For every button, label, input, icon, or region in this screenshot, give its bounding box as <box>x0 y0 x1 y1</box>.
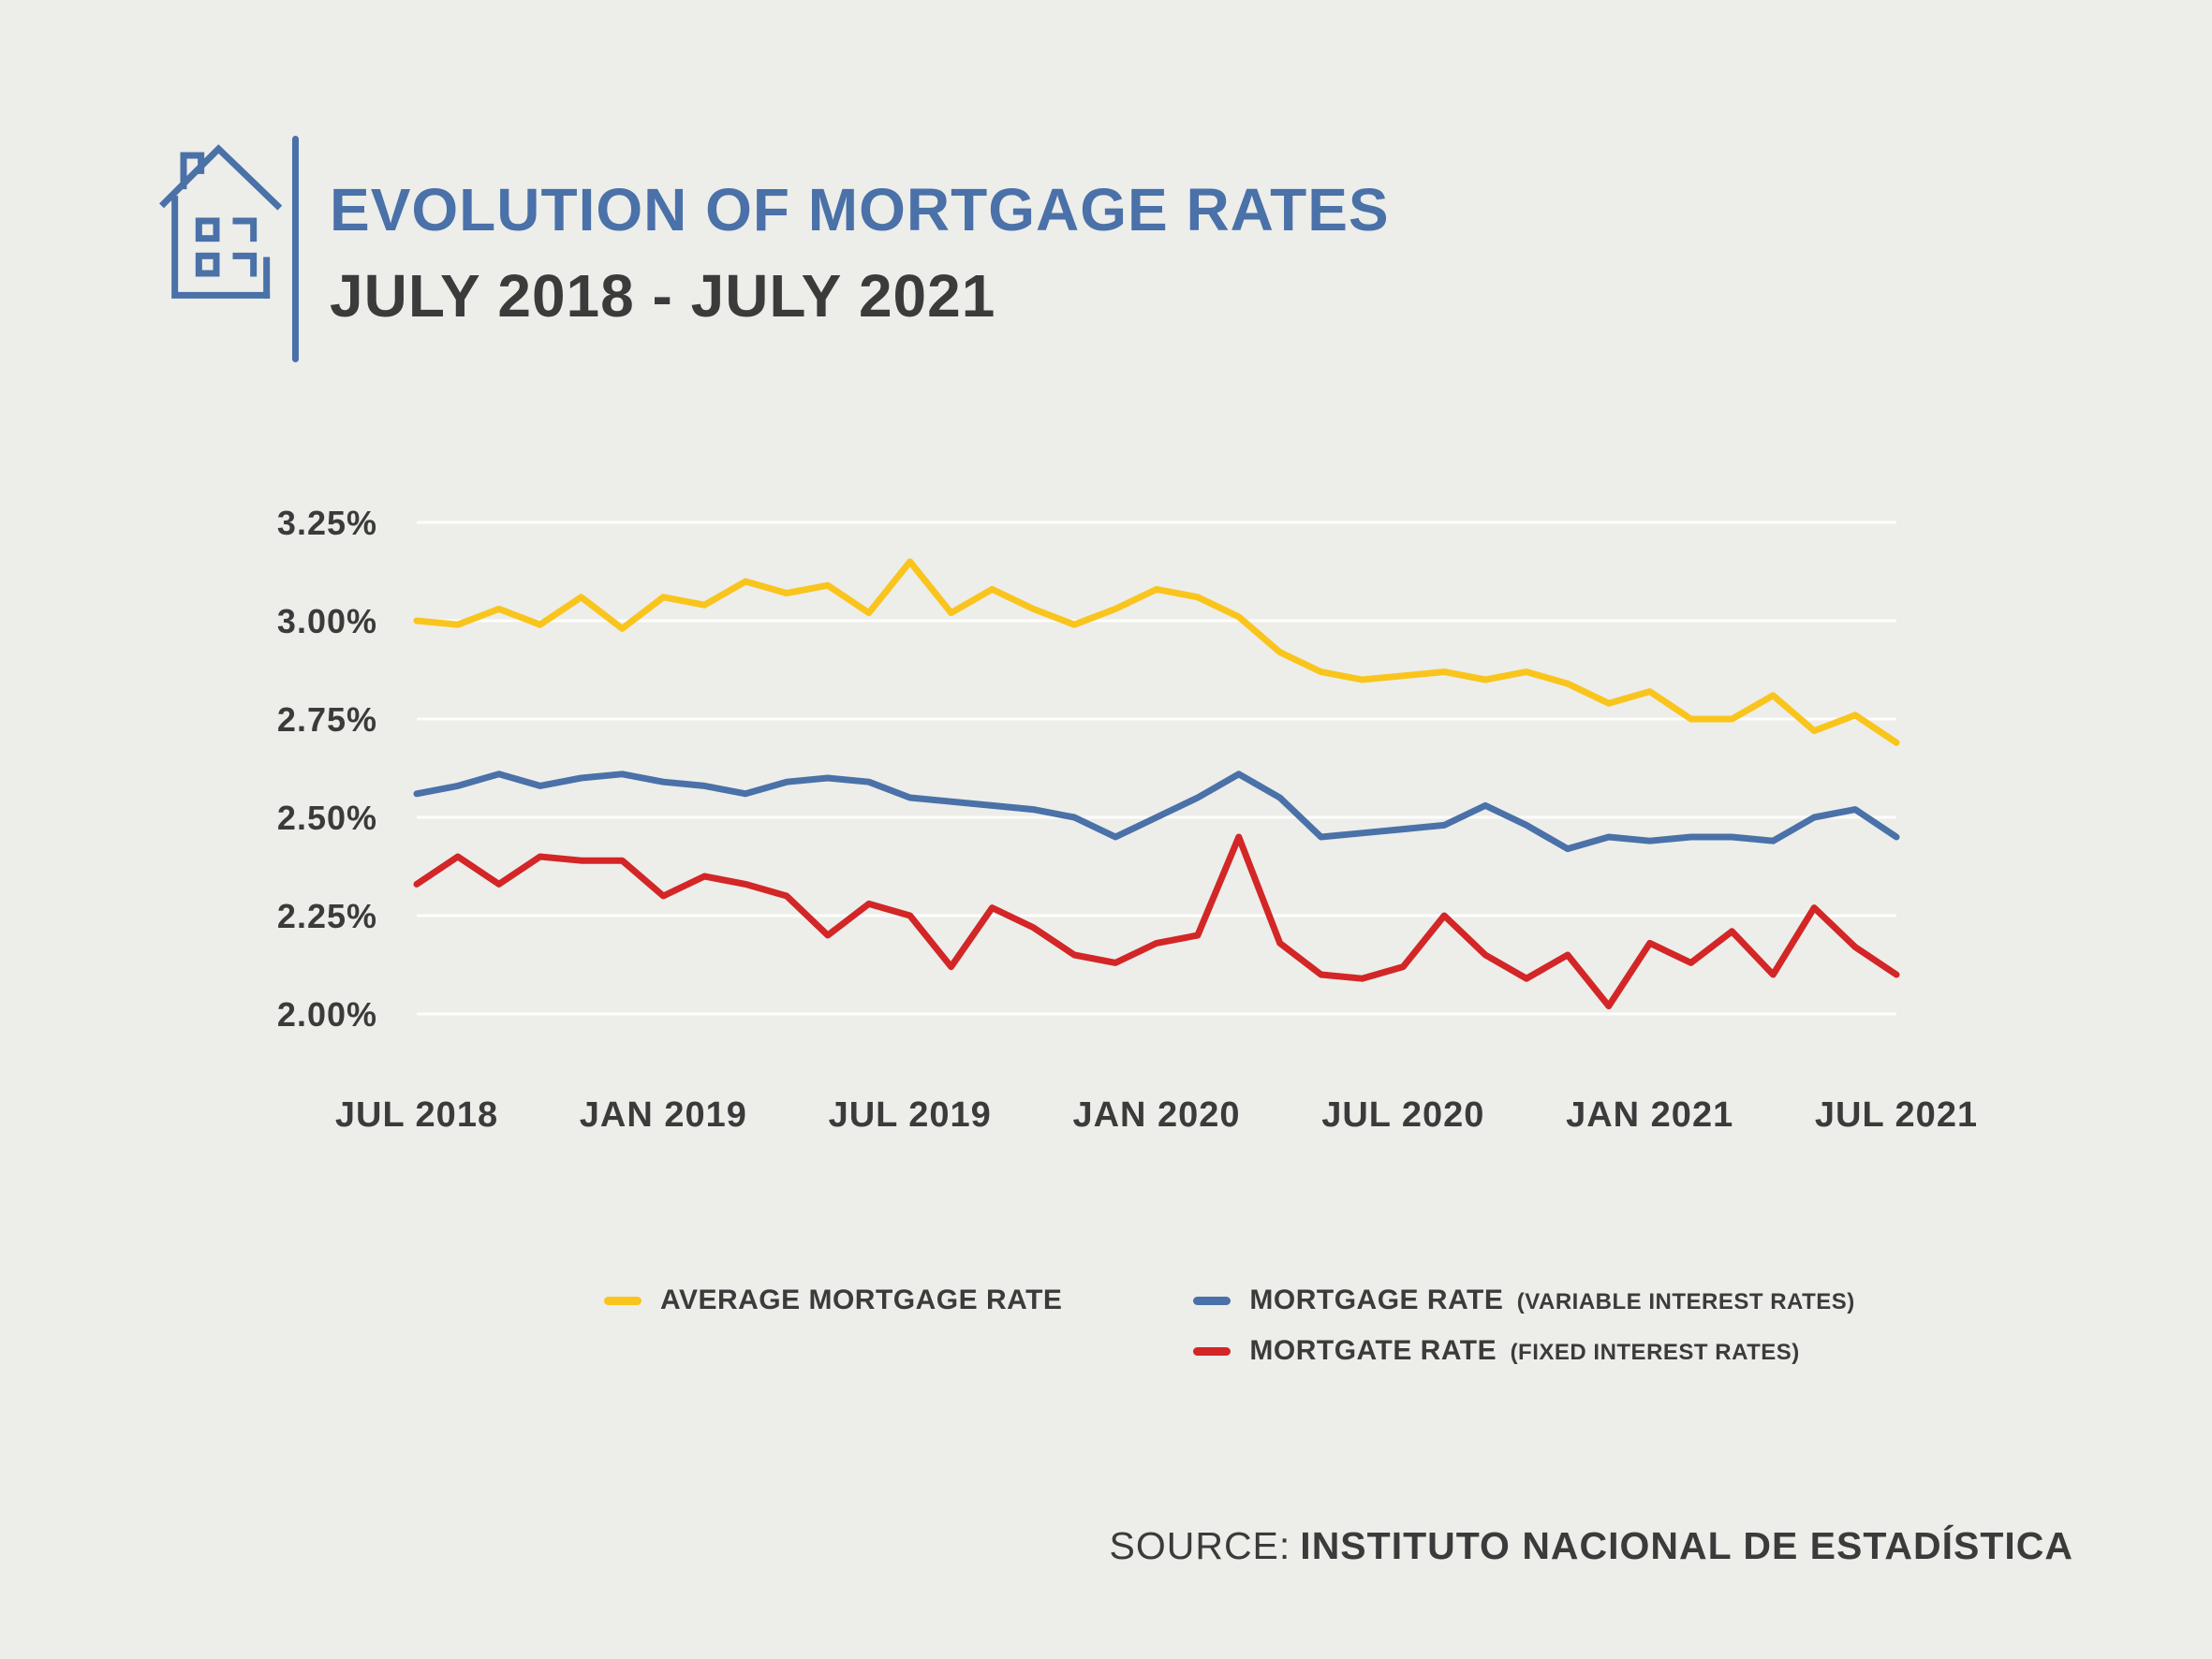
legend-sublabel: (VARIABLE INTEREST RATES) <box>1516 1289 1855 1314</box>
y-tick-label: 2.25% <box>277 897 377 935</box>
legend-item-average-rate: AVERAGE MORTGAGE RATE <box>604 1285 1071 1316</box>
source-prefix: SOURCE: <box>1109 1524 1291 1567</box>
red-line-swatch-icon <box>1193 1346 1231 1356</box>
x-tick-label: JUL 2020 <box>1321 1095 1484 1135</box>
legend-column-left: AVERAGE MORTGAGE RATE <box>604 1285 1071 1367</box>
page-subtitle: JULY 2018 - JULY 2021 <box>330 262 996 330</box>
x-tick-label: JAN 2020 <box>1072 1095 1240 1135</box>
x-tick-label: JAN 2019 <box>580 1095 747 1135</box>
series-line-mortgage-rate-variable-interest-rates <box>413 771 1900 853</box>
legend-label: MORTGATE RATE <box>1249 1335 1497 1366</box>
x-axis-tick-labels: JUL 2018 JAN 2019 JUL 2019 JAN 2020 JUL 2020… <box>335 1095 1976 1135</box>
house-icon <box>157 129 288 359</box>
y-axis-tick-labels: 3.25% 3.00% 2.75% 2.50% 2.25% 2.00% <box>277 504 377 1034</box>
mortgage-rates-chart-svg: 3.25% 3.00% 2.75% 2.50% 2.25% 2.00% JUL 2018 JA… <box>277 504 1976 1135</box>
x-tick-label: JUL 2018 <box>335 1095 498 1135</box>
y-tick-label: 2.75% <box>277 700 377 739</box>
header-divider <box>292 136 299 362</box>
x-tick-label: JUL 2019 <box>829 1095 992 1135</box>
page-title: EVOLUTION OF MORTGAGE RATES <box>330 176 1390 243</box>
series-line-average-mortgage-rate <box>413 558 1900 746</box>
legend-column-right: MORTGAGE RATE (VARIABLE INTEREST RATES) … <box>1193 1285 1854 1367</box>
header: EVOLUTION OF MORTGAGE RATES JULY 2018 - … <box>330 180 1390 326</box>
chart-legend: AVERAGE MORTGAGE RATE MORTGAGE RATE (VAR… <box>604 1285 1855 1367</box>
legend-label: AVERAGE MORTGAGE RATE <box>660 1285 1063 1315</box>
gridlines <box>417 521 1896 1016</box>
legend-item-fixed-rate: MORTGATE RATE (FIXED INTEREST RATES) <box>1193 1335 1854 1367</box>
legend-item-variable-rate: MORTGAGE RATE (VARIABLE INTEREST RATES) <box>1193 1285 1854 1316</box>
x-tick-label: JUL 2021 <box>1815 1095 1976 1135</box>
source-attribution: SOURCE: INSTITUTO NACIONAL DE ESTADÍSTICA <box>1109 1524 2073 1568</box>
source-name: INSTITUTO NACIONAL DE ESTADÍSTICA <box>1300 1524 2073 1567</box>
legend-sublabel: (FIXED INTEREST RATES) <box>1510 1340 1800 1365</box>
y-tick-label: 2.00% <box>277 995 377 1034</box>
line-chart: 3.25% 3.00% 2.75% 2.50% 2.25% 2.00% JUL 2018 JA… <box>234 466 1976 1197</box>
legend-label: MORTGAGE RATE <box>1249 1285 1504 1315</box>
series-line-mortgate-rate-fixed-interest-rates <box>413 833 1900 1010</box>
y-tick-label: 2.50% <box>277 799 377 837</box>
y-tick-label: 3.00% <box>277 602 377 640</box>
yellow-line-swatch-icon <box>604 1296 641 1305</box>
blue-line-swatch-icon <box>1193 1296 1231 1305</box>
y-tick-label: 3.25% <box>277 504 377 542</box>
x-tick-label: JAN 2021 <box>1566 1095 1733 1135</box>
